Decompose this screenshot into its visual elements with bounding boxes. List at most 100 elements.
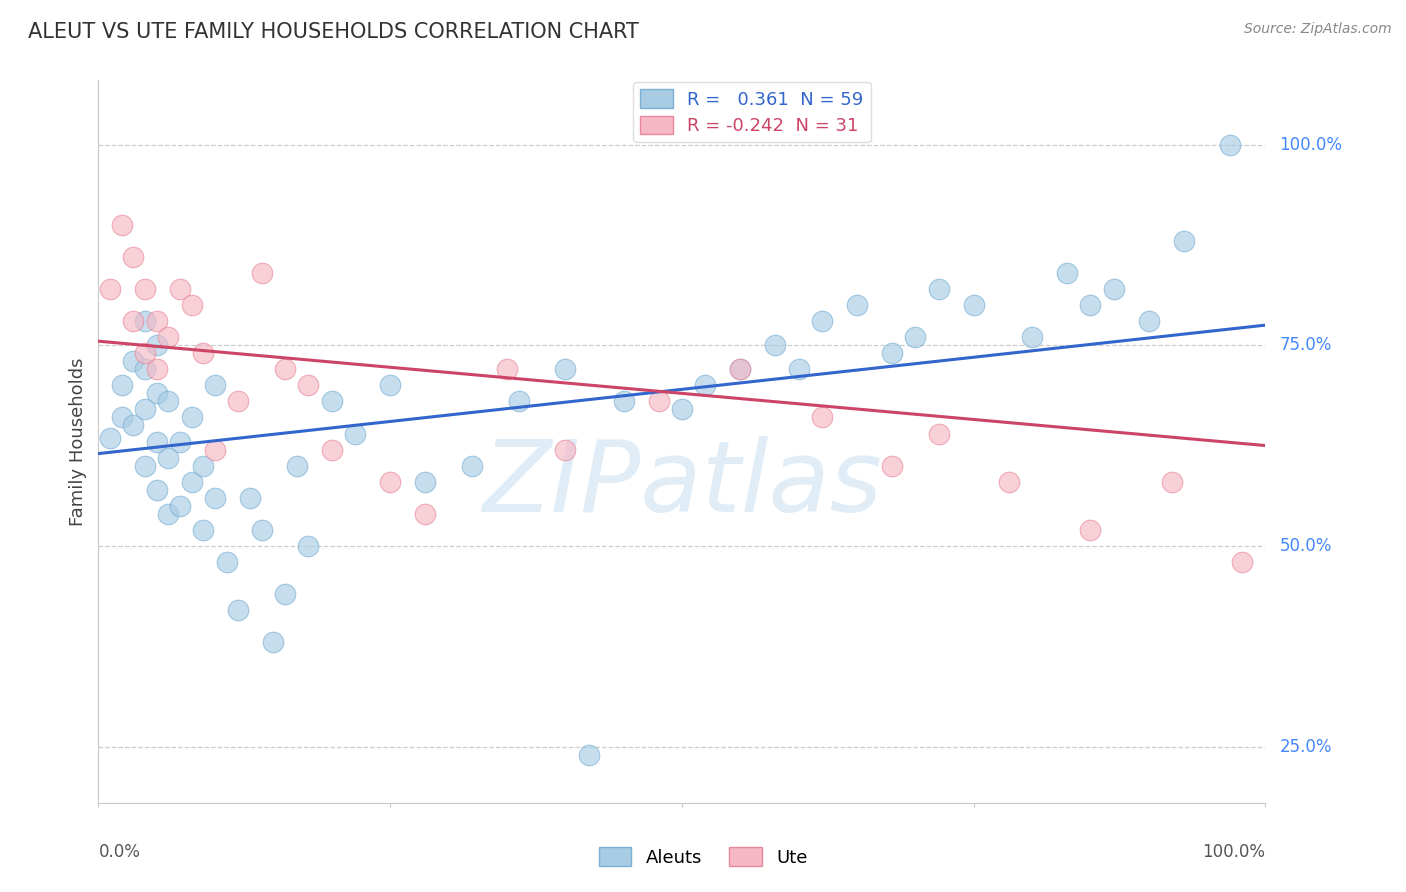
Point <box>193 523 215 537</box>
Text: 100.0%: 100.0% <box>1202 843 1265 861</box>
Point <box>496 362 519 376</box>
Point <box>1219 137 1241 152</box>
Point <box>297 539 319 553</box>
Point <box>122 250 145 264</box>
Point <box>204 491 226 505</box>
Point <box>613 394 636 409</box>
Point <box>763 338 786 352</box>
Point <box>321 442 343 457</box>
Point <box>122 354 145 368</box>
Point <box>111 410 134 425</box>
Legend: Aleuts, Ute: Aleuts, Ute <box>592 840 814 874</box>
Point <box>321 394 343 409</box>
Point <box>846 298 869 312</box>
Point <box>98 431 121 445</box>
Point <box>380 378 402 392</box>
Point <box>461 458 484 473</box>
Point <box>111 378 134 392</box>
Legend: R =   0.361  N = 59, R = -0.242  N = 31: R = 0.361 N = 59, R = -0.242 N = 31 <box>633 82 870 143</box>
Point <box>1161 475 1184 489</box>
Point <box>695 378 717 392</box>
Point <box>146 386 169 401</box>
Point <box>274 362 297 376</box>
Point <box>146 314 169 328</box>
Point <box>578 747 600 762</box>
Point <box>1021 330 1043 344</box>
Point <box>1056 266 1078 280</box>
Point <box>180 475 202 489</box>
Point <box>169 282 191 296</box>
Point <box>811 410 834 425</box>
Point <box>250 523 273 537</box>
Point <box>180 410 202 425</box>
Point <box>880 458 903 473</box>
Point <box>413 507 436 521</box>
Point <box>262 635 284 649</box>
Point <box>1137 314 1160 328</box>
Point <box>122 314 145 328</box>
Point <box>730 362 752 376</box>
Point <box>1173 234 1195 248</box>
Point <box>193 458 215 473</box>
Point <box>880 346 903 360</box>
Point <box>239 491 262 505</box>
Point <box>997 475 1019 489</box>
Point <box>554 442 576 457</box>
Point <box>134 362 156 376</box>
Point <box>157 394 180 409</box>
Point <box>157 330 180 344</box>
Point <box>508 394 530 409</box>
Point <box>134 458 156 473</box>
Point <box>228 394 250 409</box>
Text: Source: ZipAtlas.com: Source: ZipAtlas.com <box>1244 22 1392 37</box>
Text: 0.0%: 0.0% <box>98 843 141 861</box>
Text: 25.0%: 25.0% <box>1279 738 1331 756</box>
Point <box>1230 555 1253 569</box>
Point <box>204 378 226 392</box>
Point <box>285 458 308 473</box>
Point <box>215 555 238 569</box>
Point <box>134 346 156 360</box>
Point <box>297 378 319 392</box>
Point <box>1080 298 1102 312</box>
Point <box>647 394 669 409</box>
Point <box>904 330 927 344</box>
Point <box>671 402 693 417</box>
Point <box>146 362 169 376</box>
Point <box>134 314 156 328</box>
Point <box>146 483 169 497</box>
Point <box>134 402 156 417</box>
Text: 100.0%: 100.0% <box>1279 136 1343 153</box>
Point <box>1102 282 1125 296</box>
Point <box>730 362 752 376</box>
Text: 75.0%: 75.0% <box>1279 336 1331 354</box>
Point <box>111 218 134 232</box>
Point <box>180 298 202 312</box>
Text: ZIPatlas: ZIPatlas <box>482 436 882 533</box>
Y-axis label: Family Households: Family Households <box>69 358 87 525</box>
Point <box>554 362 576 376</box>
Text: 50.0%: 50.0% <box>1279 537 1331 555</box>
Point <box>811 314 834 328</box>
Point <box>274 587 297 601</box>
Point <box>193 346 215 360</box>
Point <box>98 282 121 296</box>
Point <box>169 499 191 513</box>
Point <box>413 475 436 489</box>
Point <box>250 266 273 280</box>
Point <box>146 338 169 352</box>
Point <box>928 426 950 441</box>
Point <box>1080 523 1102 537</box>
Point <box>146 434 169 449</box>
Point <box>380 475 402 489</box>
Point <box>169 434 191 449</box>
Text: ALEUT VS UTE FAMILY HOUSEHOLDS CORRELATION CHART: ALEUT VS UTE FAMILY HOUSEHOLDS CORRELATI… <box>28 22 638 42</box>
Point <box>157 450 180 465</box>
Point <box>204 442 226 457</box>
Point <box>157 507 180 521</box>
Point <box>787 362 810 376</box>
Point <box>344 426 367 441</box>
Point <box>122 418 145 433</box>
Point <box>928 282 950 296</box>
Point <box>962 298 984 312</box>
